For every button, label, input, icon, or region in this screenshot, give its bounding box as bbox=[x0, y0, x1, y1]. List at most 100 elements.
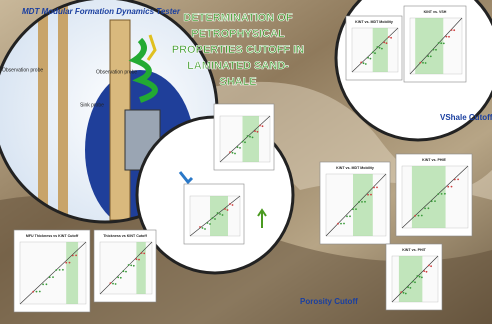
dot bbox=[52, 276, 54, 278]
dot bbox=[376, 187, 378, 189]
dot bbox=[363, 62, 365, 64]
dot bbox=[448, 36, 450, 38]
dot bbox=[364, 201, 366, 203]
cutoff-zone bbox=[210, 196, 228, 236]
chart-card: KINT vs. PHIT bbox=[386, 244, 442, 310]
dot bbox=[209, 223, 211, 225]
card-title: Thickness vs KINT Cutoff bbox=[103, 234, 147, 238]
dot bbox=[379, 47, 381, 49]
dot bbox=[133, 265, 135, 267]
dot bbox=[437, 193, 439, 195]
dot bbox=[423, 270, 425, 272]
cutoff-zone bbox=[415, 18, 443, 74]
dot bbox=[136, 258, 138, 260]
dot bbox=[202, 227, 204, 229]
chart-card: KINT vs. MDT Mobility bbox=[346, 16, 402, 80]
cutoff-zone bbox=[399, 256, 422, 302]
dot bbox=[237, 146, 239, 148]
dot bbox=[204, 228, 206, 230]
title-line: SHALE bbox=[219, 76, 256, 88]
dot bbox=[454, 179, 456, 181]
cutoff-zone bbox=[412, 166, 446, 228]
chart-card: KINT vs. MDT Mobility bbox=[320, 162, 390, 244]
dot bbox=[117, 277, 119, 279]
dot bbox=[420, 62, 422, 64]
dot bbox=[46, 283, 48, 285]
dot bbox=[370, 58, 372, 60]
dot bbox=[405, 293, 407, 295]
title-line: PETROPHYSICAL bbox=[191, 28, 285, 40]
title-line: DETERMINATION OF bbox=[183, 12, 292, 24]
dot bbox=[110, 282, 112, 284]
dot bbox=[373, 187, 375, 189]
dot bbox=[360, 62, 362, 64]
dot bbox=[428, 207, 430, 209]
dot bbox=[247, 135, 249, 137]
dot bbox=[212, 217, 214, 219]
dot bbox=[49, 276, 51, 278]
dot bbox=[421, 277, 423, 279]
dot bbox=[426, 271, 428, 273]
dot bbox=[36, 291, 38, 293]
chart-card: KINT vs. PHIE bbox=[396, 154, 472, 236]
dot bbox=[383, 42, 385, 44]
dot bbox=[381, 48, 383, 50]
dot bbox=[388, 36, 390, 38]
dot bbox=[130, 265, 132, 267]
dot bbox=[424, 208, 426, 210]
dot bbox=[346, 216, 348, 218]
infographic: MDT Modular Formation Dynamics Tester Ob… bbox=[0, 0, 492, 324]
dot bbox=[438, 42, 440, 44]
dot bbox=[128, 264, 130, 266]
dot bbox=[376, 46, 378, 48]
dot bbox=[340, 223, 342, 225]
pipe bbox=[58, 0, 68, 230]
dot bbox=[430, 56, 432, 58]
dot bbox=[410, 287, 412, 289]
dot bbox=[447, 186, 449, 188]
card-title: KINT vs. MDT Mobility bbox=[336, 166, 374, 170]
dot bbox=[412, 281, 414, 283]
title-line: PROPERTIES CUTOFF IN bbox=[172, 44, 304, 56]
vshale-label: VShale Cutoff bbox=[440, 113, 492, 122]
dot bbox=[62, 269, 64, 271]
dot bbox=[434, 200, 436, 202]
card-title: KINT vs. VSH bbox=[424, 10, 447, 14]
dot bbox=[422, 62, 424, 64]
dot bbox=[232, 152, 234, 154]
dot bbox=[352, 208, 354, 210]
dot bbox=[207, 222, 209, 224]
dot bbox=[120, 277, 122, 279]
dot bbox=[224, 208, 226, 210]
dot bbox=[428, 265, 430, 267]
dot bbox=[349, 215, 351, 217]
dot bbox=[252, 137, 254, 139]
dot bbox=[75, 255, 77, 257]
probe-label: Observation probe bbox=[96, 69, 137, 75]
dot bbox=[239, 147, 241, 149]
dot bbox=[219, 213, 221, 215]
dot bbox=[421, 215, 423, 217]
dot bbox=[435, 49, 437, 51]
dot bbox=[262, 125, 264, 127]
porosity-label: Porosity Cutoff bbox=[300, 297, 358, 306]
dot bbox=[343, 223, 345, 225]
dot bbox=[222, 214, 224, 216]
dot bbox=[217, 212, 219, 214]
dot bbox=[199, 226, 201, 228]
dot bbox=[254, 130, 256, 132]
dot bbox=[59, 269, 61, 271]
dot bbox=[444, 193, 446, 195]
dot bbox=[407, 286, 409, 288]
dot bbox=[451, 186, 453, 188]
dot bbox=[386, 42, 388, 44]
chart-card bbox=[184, 184, 244, 244]
dot bbox=[414, 215, 416, 217]
dot bbox=[55, 269, 57, 271]
dot bbox=[214, 218, 216, 220]
dot bbox=[42, 284, 44, 286]
dot bbox=[451, 29, 453, 31]
dot bbox=[414, 281, 416, 283]
dot bbox=[400, 291, 402, 293]
dot bbox=[125, 271, 127, 273]
